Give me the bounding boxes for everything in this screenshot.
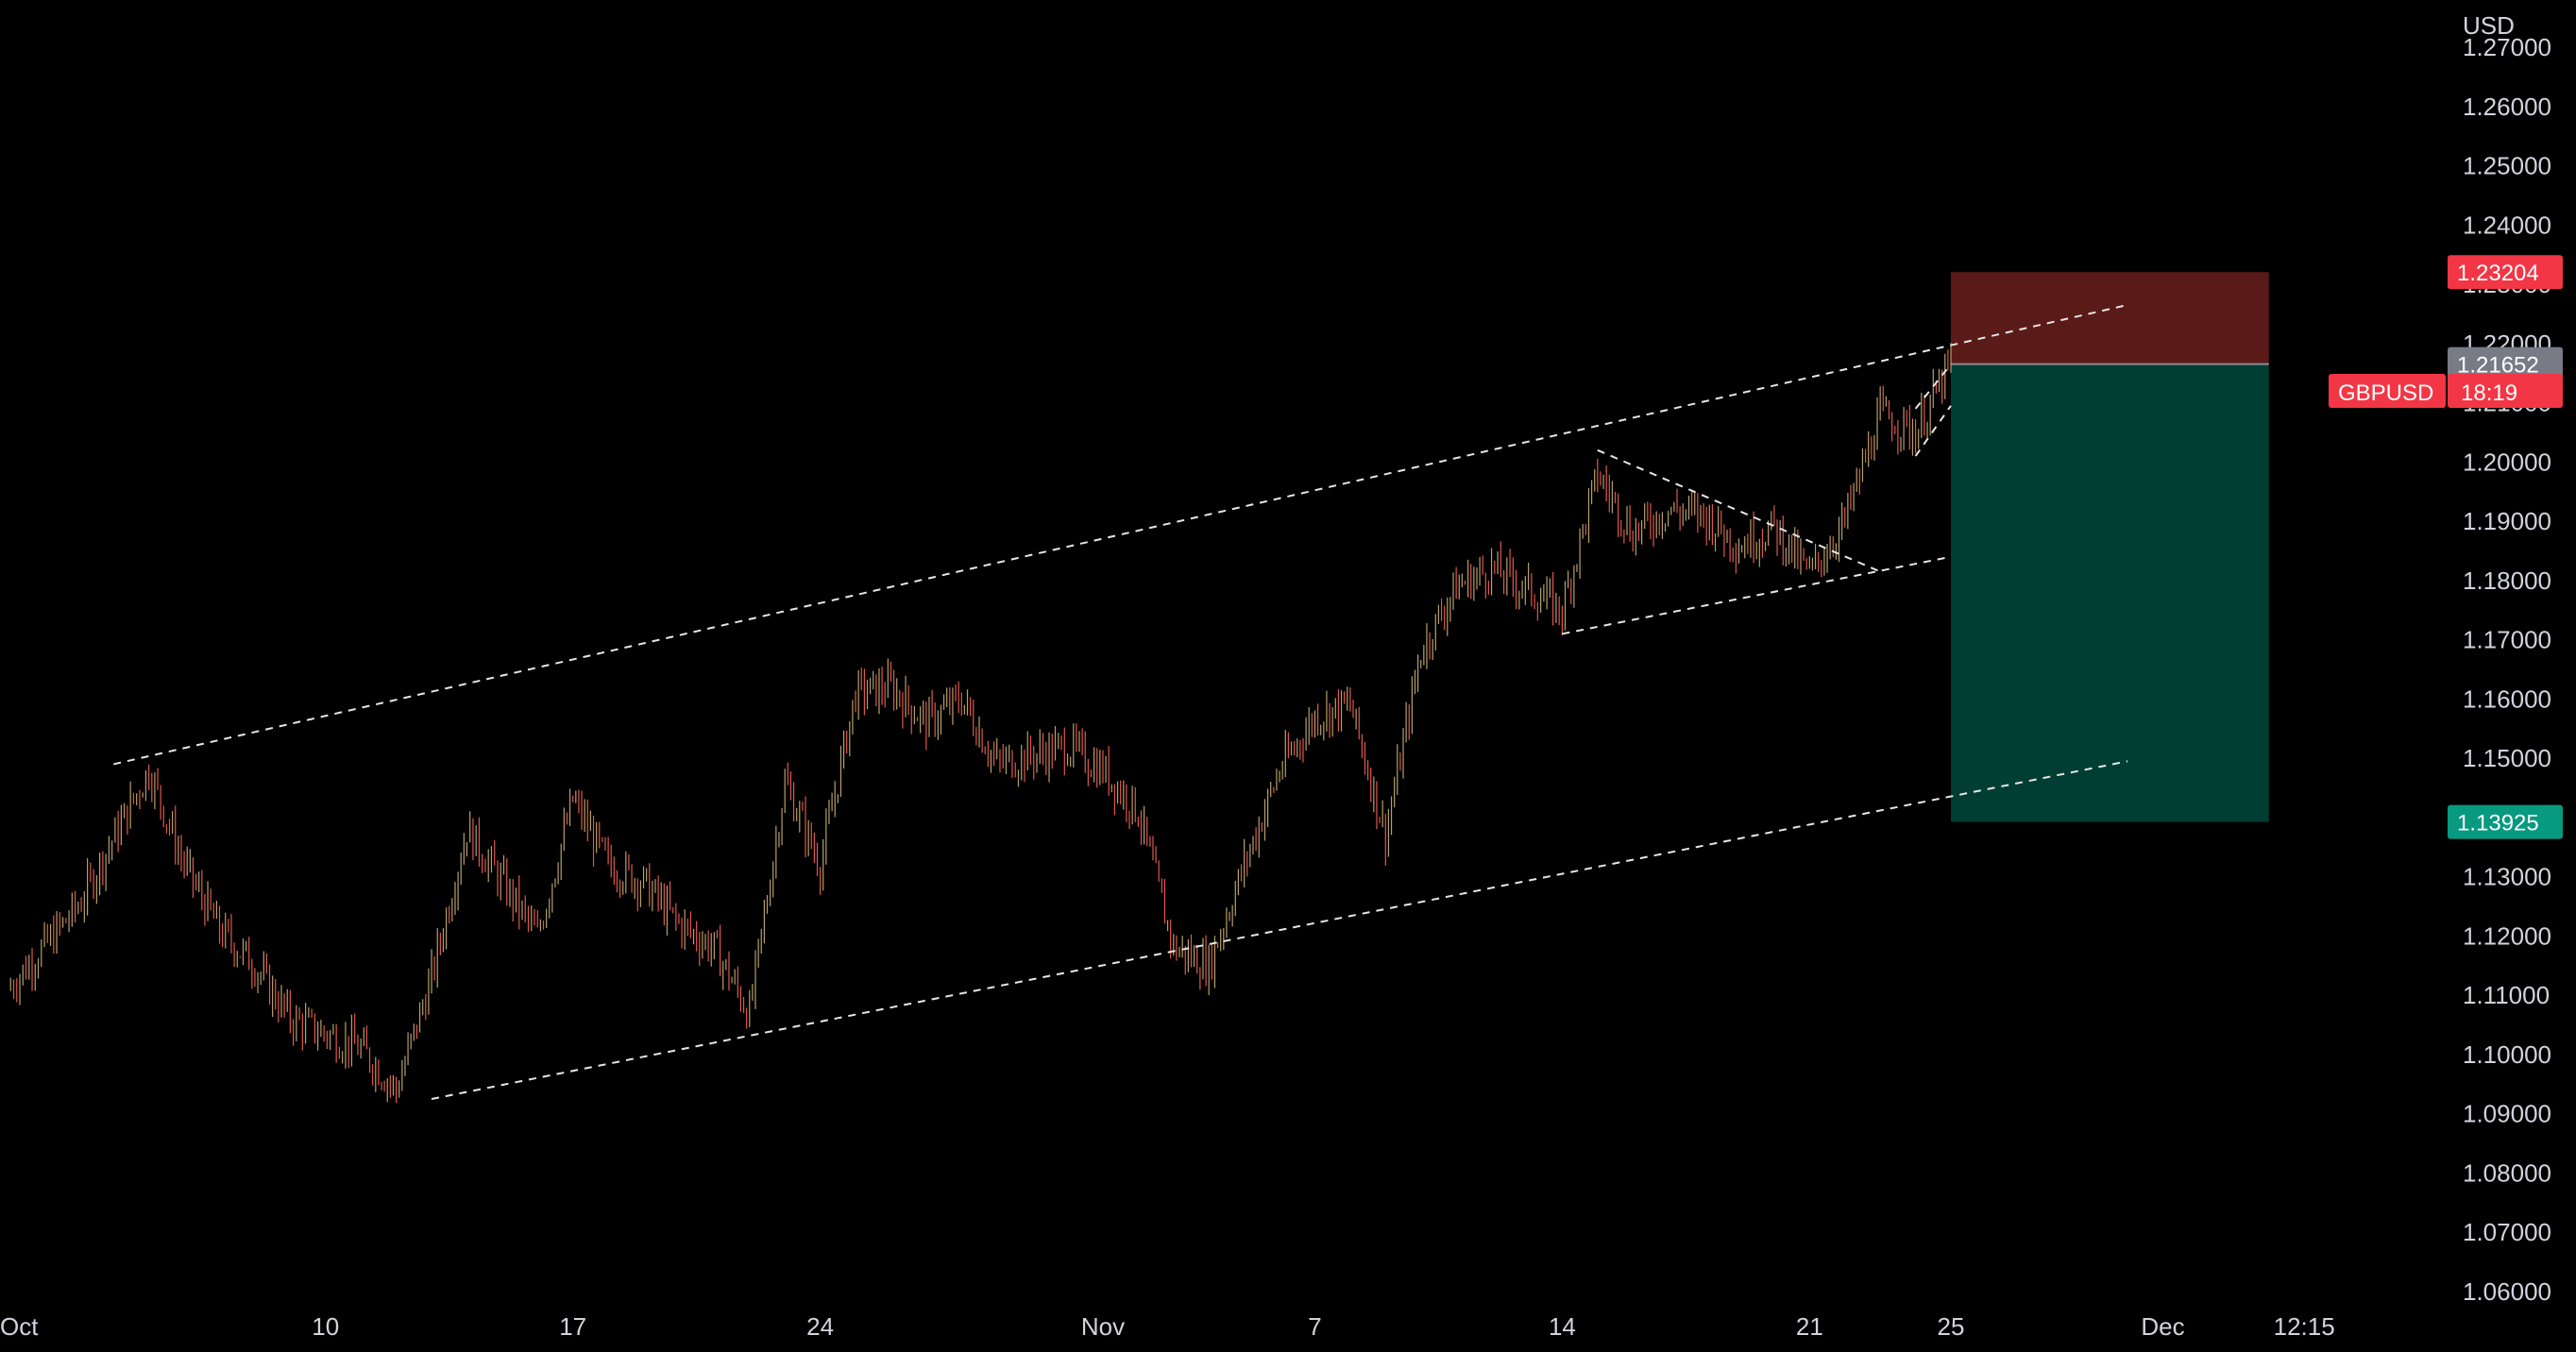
y-tick-label: 1.25000 (2463, 152, 2551, 180)
symbol-name-tag (2329, 374, 2446, 408)
trendlines[interactable] (113, 304, 2128, 1101)
y-tick-label: 1.20000 (2463, 448, 2551, 476)
countdown: 18:19 (2461, 380, 2517, 406)
trendline[interactable] (1597, 448, 1881, 573)
x-tick-label: 7 (1308, 1312, 1321, 1341)
x-tick-label: Dec (2141, 1312, 2184, 1341)
x-tick-label: 24 (806, 1312, 834, 1341)
y-tick-label: 1.10000 (2463, 1040, 2551, 1069)
time-axis[interactable]: Oct 10 17 24 Nov 7 14 21 25 Dec 12:15 (0, 1312, 2335, 1341)
price-candles (9, 343, 1952, 1104)
y-tick-label: 1.24000 (2463, 211, 2551, 239)
symbol-name: GBPUSD (2338, 380, 2433, 406)
y-tick-label: 1.06000 (2463, 1277, 2551, 1306)
x-tick-label: 12:15 (2274, 1312, 2335, 1341)
x-tick-label: 14 (1549, 1312, 1576, 1341)
y-tick-label: 1.16000 (2463, 684, 2551, 713)
x-tick-label: 21 (1796, 1312, 1823, 1341)
price-tag (2448, 346, 2563, 381)
y-tick-label: 1.08000 (2463, 1158, 2551, 1187)
y-tick-label: 1.26000 (2463, 93, 2551, 121)
y-tick-label: 1.11000 (2463, 981, 2550, 1009)
countdown-tag (2448, 374, 2563, 408)
y-tick-label: 1.17000 (2463, 626, 2551, 654)
x-tick-label: 17 (559, 1312, 586, 1341)
take-profit-zone[interactable] (1951, 363, 2269, 822)
currency-label: USD (2463, 11, 2515, 40)
position-zones (1951, 272, 2269, 822)
y-tick-label: 1.19000 (2463, 507, 2551, 535)
y-tick-label: 1.07000 (2463, 1218, 2551, 1246)
trendline[interactable] (1562, 555, 1952, 635)
trendline[interactable] (113, 304, 2128, 766)
y-tick-label: 1.15000 (2463, 744, 2551, 772)
y-tick-label: 1.13000 (2463, 863, 2551, 891)
price-tag (2448, 804, 2563, 839)
x-tick-label: 25 (1938, 1312, 1965, 1341)
x-tick-label: Nov (1081, 1312, 1125, 1341)
stop-loss-zone[interactable] (1951, 272, 2269, 364)
y-tick-label: 1.09000 (2463, 1100, 2551, 1128)
y-tick-label: 1.12000 (2463, 921, 2551, 950)
price-tag-label: 1.13925 (2457, 811, 2539, 837)
trendline[interactable] (1914, 363, 1952, 410)
price-tag-label: 1.23204 (2457, 261, 2539, 286)
price-tag (2448, 255, 2563, 290)
x-tick-label: 10 (312, 1312, 339, 1341)
y-tick-label: 1.18000 (2463, 566, 2551, 595)
trendline[interactable] (431, 760, 2128, 1101)
trendline[interactable] (1914, 405, 1952, 457)
y-tick-label: 1.27000 (2463, 33, 2551, 61)
x-tick-label: Oct (0, 1312, 39, 1341)
symbol-tag: GBPUSD 18:19 (2329, 374, 2563, 408)
